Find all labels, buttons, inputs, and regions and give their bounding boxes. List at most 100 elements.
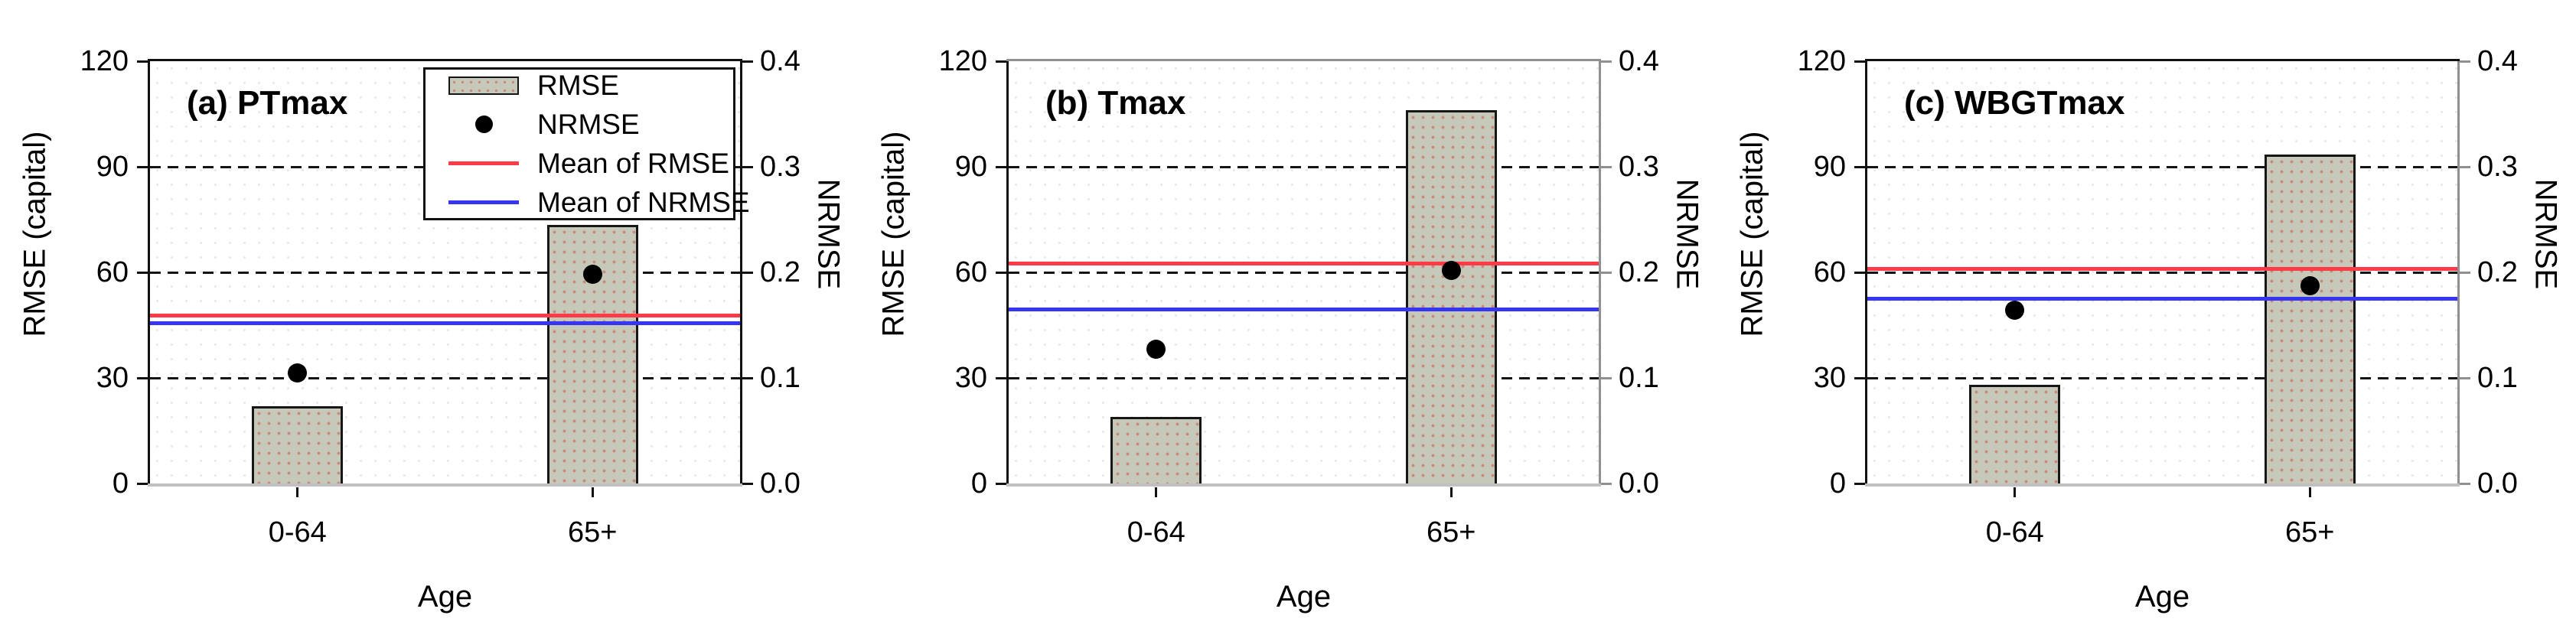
- x-axis-title: Age: [417, 580, 473, 614]
- left-tick-label-30: 30: [1813, 362, 1846, 394]
- mean-rmse-line: [150, 313, 740, 317]
- left-tick-label-30: 30: [96, 362, 129, 394]
- x-tick-label-65+: 65+: [1427, 516, 1476, 549]
- right-axis-label: NRMSE: [2529, 179, 2563, 290]
- left-axis-label: RMSE (capital): [18, 131, 52, 337]
- plot-area: (a) PTmax RMSE NRMSE Mean of RMSE Mean of NR…: [150, 61, 750, 483]
- left-tick-label-90: 90: [96, 151, 129, 183]
- legend-label: NRMSE: [537, 108, 640, 140]
- x-tick-0-64: [1155, 487, 1158, 497]
- rmse-bar-65+: [546, 224, 638, 483]
- x-tick-65+: [1449, 487, 1453, 497]
- gridline-60: [1009, 271, 1599, 274]
- right-tick-label-0.0: 0.0: [2477, 467, 2518, 500]
- right-tick-label-0.1: 0.1: [2477, 362, 2518, 394]
- left-tick-120: [996, 60, 1006, 63]
- nrmse-dot-65+: [582, 265, 602, 285]
- legend-swatch-zone: [430, 200, 537, 204]
- right-tick-0.1: [742, 376, 753, 379]
- axis-bottom: [1006, 483, 1601, 487]
- blue-line-swatch-icon: [448, 200, 519, 204]
- right-tick-label-0.1: 0.1: [760, 362, 801, 394]
- gridline-60: [1867, 271, 2457, 274]
- mean-nrmse-line: [150, 321, 740, 325]
- right-tick-0.1: [2460, 376, 2470, 379]
- x-tick-label-0-64: 0-64: [268, 516, 327, 549]
- plot-area: (c) WBGTmax: [1867, 61, 2457, 483]
- legend-label: Mean of RMSE: [537, 147, 729, 179]
- x-tick-label-0-64: 0-64: [1985, 516, 2044, 549]
- x-axis-title: Age: [2134, 580, 2190, 614]
- legend-swatch-zone: [430, 161, 537, 165]
- left-tick-60: [137, 271, 148, 274]
- right-tick-label-0.0: 0.0: [1619, 467, 1659, 500]
- right-tick-label-0.3: 0.3: [1619, 151, 1659, 183]
- chart-panel-a: (a) PTmax RMSE NRMSE Mean of RMSE Mean of NR…: [0, 0, 859, 625]
- x-tick-label-65+: 65+: [568, 516, 618, 549]
- gridline-30: [1009, 376, 1599, 379]
- right-tick-0.2: [1601, 271, 1612, 274]
- gridline-90: [1867, 165, 2457, 168]
- right-tick-0.0: [1601, 482, 1612, 485]
- right-tick-label-0.0: 0.0: [760, 467, 801, 500]
- left-tick-90: [996, 165, 1006, 168]
- right-axis-label: NRMSE: [1670, 179, 1704, 290]
- right-tick-label-0.1: 0.1: [1619, 362, 1659, 394]
- right-tick-label-0.3: 0.3: [760, 151, 801, 183]
- left-tick-label-90: 90: [1813, 151, 1846, 183]
- legend-row-blue-line: Mean of NRMSE: [430, 187, 750, 219]
- left-tick-30: [996, 376, 1006, 379]
- left-tick-0: [1854, 482, 1865, 485]
- rmse-bar-0-64: [1969, 385, 2061, 483]
- right-tick-0.0: [742, 482, 753, 485]
- nrmse-dot-0-64: [288, 363, 308, 382]
- right-tick-0.4: [2460, 60, 2470, 63]
- left-tick-label-60: 60: [1813, 256, 1846, 288]
- nrmse-dot-swatch-icon: [474, 116, 493, 133]
- left-tick-90: [1854, 165, 1865, 168]
- x-tick-label-0-64: 0-64: [1127, 516, 1185, 549]
- right-tick-label-0.2: 0.2: [760, 256, 801, 288]
- legend-row-bar: RMSE: [430, 70, 729, 102]
- x-tick-0-64: [2014, 487, 2017, 497]
- right-tick-label-0.4: 0.4: [760, 45, 801, 77]
- right-tick-0.3: [2460, 165, 2470, 168]
- legend-swatch-zone: [430, 116, 537, 133]
- plot-area: (b) Tmax: [1009, 61, 1599, 483]
- mean-rmse-line: [1009, 262, 1599, 265]
- left-tick-label-0: 0: [970, 467, 987, 500]
- gridline-90: [1009, 165, 1599, 168]
- gridline-30: [150, 376, 740, 379]
- rmse-bar-0-64: [1110, 416, 1202, 483]
- x-tick-0-64: [296, 487, 299, 497]
- legend-box: RMSE NRMSE Mean of RMSE Mean of NRMSE: [423, 67, 750, 220]
- chart-panel-c: (c) WBGTmax 0 30 60 90 120 0.0 0.1 0.2 0.3 0.4 0-64…: [1717, 0, 2576, 625]
- right-tick-label-0.2: 0.2: [2477, 256, 2518, 288]
- right-tick-0.2: [742, 271, 753, 274]
- right-tick-0.4: [1601, 60, 1612, 63]
- left-tick-label-60: 60: [96, 256, 129, 288]
- right-tick-0.2: [2460, 271, 2470, 274]
- axis-bottom: [1865, 483, 2460, 487]
- right-tick-label-0.4: 0.4: [1619, 45, 1659, 77]
- x-axis-title: Age: [1276, 580, 1332, 614]
- x-tick-65+: [591, 487, 594, 497]
- gridline-60: [150, 271, 740, 274]
- right-tick-0.1: [1601, 376, 1612, 379]
- panel-title: (b) Tmax: [1045, 84, 1186, 122]
- red-line-swatch-icon: [448, 161, 519, 165]
- left-tick-label-120: 120: [1797, 45, 1846, 77]
- chart-panel-b: (b) Tmax 0 30 60 90 120 0.0 0.1 0.2 0.3 0.4 0-64 65+…: [859, 0, 1717, 625]
- left-tick-label-0: 0: [1829, 467, 1846, 500]
- left-tick-label-30: 30: [954, 362, 987, 394]
- left-tick-60: [1854, 271, 1865, 274]
- nrmse-dot-65+: [1441, 260, 1461, 280]
- legend-label: Mean of NRMSE: [537, 186, 750, 218]
- left-tick-60: [996, 271, 1006, 274]
- rmse-bar-65+: [2264, 154, 2356, 483]
- mean-rmse-line: [1867, 266, 2457, 271]
- right-tick-0.4: [742, 60, 753, 63]
- left-tick-label-120: 120: [938, 45, 987, 77]
- panel-title: (c) WBGTmax: [1904, 84, 2125, 122]
